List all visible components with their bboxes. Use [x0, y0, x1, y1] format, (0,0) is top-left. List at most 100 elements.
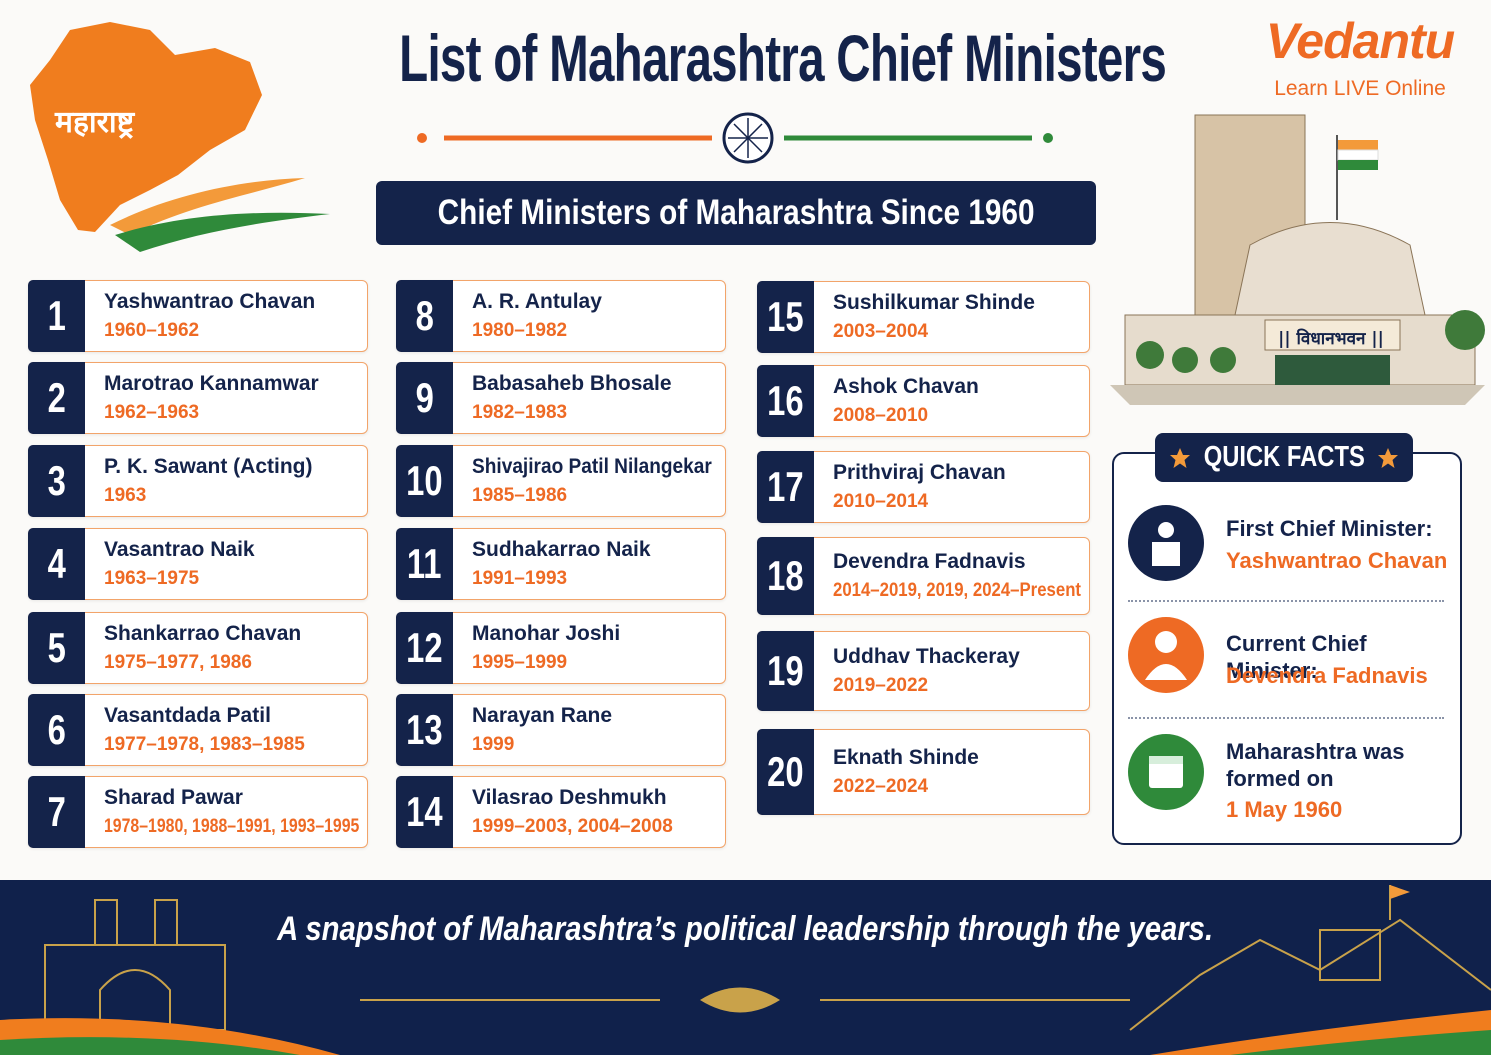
flag	[1338, 160, 1378, 170]
minister-years-text: 1982–1983	[472, 402, 568, 423]
fact-label-text: Current Chief Minister:	[1226, 631, 1367, 683]
minister-name-text: Vasantdada Patil	[104, 704, 271, 727]
minister-number: 20	[767, 748, 804, 795]
minister-years-text: 1963–1975	[104, 568, 200, 589]
minister-name-text: Uddhav Thackeray	[833, 645, 1020, 668]
minister-number-box: 15	[757, 281, 814, 353]
minister-years: 1977–1978, 1983–1985	[104, 734, 305, 756]
minister-number-box: 18	[757, 537, 814, 615]
flag-swoosh	[115, 212, 330, 252]
minister-years: 1980–1982	[472, 320, 567, 342]
minister-name: Uddhav Thackeray	[833, 645, 1020, 669]
star	[1378, 448, 1398, 468]
minister-name-text: Vasantrao Naik	[104, 538, 255, 561]
minister-card: 2 Marotrao Kannamwar 1962–1963	[28, 362, 368, 434]
minister-years-text: 2010–2014	[833, 491, 929, 512]
minister-name-text: Sushilkumar Shinde	[833, 291, 1035, 314]
dome	[1234, 222, 1426, 316]
minister-years: 2019–2022	[833, 675, 928, 697]
fact-label: Maharashtra was formed on	[1226, 738, 1451, 792]
minister-years: 1999–2003, 2004–2008	[472, 816, 673, 838]
minister-years: 2003–2004	[833, 321, 928, 343]
icon-person	[1128, 617, 1204, 693]
fact-label: First Chief Minister:	[1226, 515, 1451, 542]
minister-years: 1963	[104, 485, 146, 507]
minister-years-text: 2008–2010	[833, 405, 929, 426]
minister-name-text: Sharad Pawar	[104, 786, 243, 809]
minister-number-box: 12	[396, 612, 453, 684]
fact-value: 1 May 1960	[1226, 797, 1342, 823]
minister-years-text: 1963	[104, 485, 147, 506]
footer-text: A snapshot of Maharashtra’s political le…	[277, 910, 1214, 948]
minister-card: 17 Prithviraj Chavan 2010–2014	[757, 451, 1090, 523]
minister-name: Sudhakarrao Naik	[472, 538, 651, 562]
minister-years-text: 1991–1993	[472, 568, 568, 589]
entrance	[1275, 355, 1390, 385]
minister-name-text: Devendra Fadnavis	[833, 550, 1026, 573]
minister-number-box: 1	[28, 280, 85, 352]
minister-years: 1960–1962	[104, 320, 199, 342]
minister-card: 1 Yashwantrao Chavan 1960–1962	[28, 280, 368, 352]
minister-years: 2008–2010	[833, 405, 928, 427]
minister-card: 15 Sushilkumar Shinde 2003–2004	[757, 281, 1090, 353]
minister-name-text: Shivajirao Patil Nilangekar	[472, 455, 712, 478]
minister-years-text: 1962–1963	[104, 402, 200, 423]
minister-number: 10	[406, 457, 443, 504]
fact-value-text: Devendra Fadnavis	[1226, 663, 1428, 688]
minister-name: Vasantrao Naik	[104, 538, 255, 562]
minister-number-box: 11	[396, 528, 453, 600]
minister-name: Marotrao Kannamwar	[104, 372, 319, 396]
tree	[1445, 310, 1485, 350]
swoosh	[0, 1037, 300, 1055]
minister-number-box: 6	[28, 694, 85, 766]
tree	[1172, 347, 1198, 373]
minister-number: 11	[407, 540, 442, 587]
logo[interactable]: Vedantu	[1265, 13, 1455, 69]
subtitle-banner: Chief Ministers of Maharashtra Since 196…	[376, 181, 1096, 245]
dot	[417, 133, 427, 143]
minister-number: 17	[767, 463, 804, 510]
minister-card: 16 Ashok Chavan 2008–2010	[757, 365, 1090, 437]
minister-years-text: 1978–1980, 1988–1991, 1993–1995	[104, 816, 360, 837]
minister-number: 18	[767, 552, 804, 599]
quick-facts-header: QUICK FACTS	[1155, 433, 1413, 482]
separator	[1128, 717, 1444, 719]
fact-value: Yashwantrao Chavan	[1226, 548, 1447, 574]
quick-facts-title: QUICK FACTS	[1203, 441, 1365, 473]
minister-number: 3	[47, 457, 66, 504]
minister-card: 3 P. K. Sawant (Acting) 1963	[28, 445, 368, 517]
minister-card: 20 Eknath Shinde 2022–2024	[757, 729, 1090, 815]
title: List of Maharashtra Chief Ministers	[250, 20, 1250, 110]
minister-years-text: 2022–2024	[833, 776, 929, 797]
minister-years: 1991–1993	[472, 568, 567, 590]
minister-years: 1982–1983	[472, 402, 567, 424]
minister-years: 1975–1977, 1986	[104, 652, 252, 674]
footer-tagline: A snapshot of Maharashtra’s political le…	[0, 910, 1491, 949]
minister-name-text: Ashok Chavan	[833, 375, 979, 398]
minister-name: Sushilkumar Shinde	[833, 291, 1035, 315]
minister-card: 19 Uddhav Thackeray 2019–2022	[757, 631, 1090, 711]
minister-number-box: 14	[396, 776, 453, 848]
minister-card: 7 Sharad Pawar 1978–1980, 1988–1991, 1993–…	[28, 776, 368, 848]
minister-number: 15	[767, 293, 804, 340]
minister-number-box: 16	[757, 365, 814, 437]
label-plate	[1264, 319, 1401, 351]
minister-number-box: 8	[396, 280, 453, 352]
minister-number: 12	[406, 624, 443, 671]
star	[1170, 448, 1190, 468]
minister-number-box: 10	[396, 445, 453, 517]
flag	[1338, 140, 1378, 150]
tree	[1210, 347, 1236, 373]
chakra-spokes	[728, 118, 768, 158]
minister-number-box: 19	[757, 631, 814, 711]
minister-number-box: 13	[396, 694, 453, 766]
subtitle: Chief Ministers of Maharashtra Since 196…	[437, 193, 1035, 232]
minister-years: 2022–2024	[833, 776, 928, 798]
minister-years-text: 1975–1977, 1986	[104, 652, 252, 673]
fact-value: Devendra Fadnavis	[1226, 663, 1428, 689]
minister-years: 1978–1980, 1988–1991, 1993–1995	[104, 816, 410, 838]
flag	[1337, 149, 1379, 161]
minister-years: 1962–1963	[104, 402, 199, 424]
minister-name-text: Shankarrao Chavan	[104, 622, 302, 645]
